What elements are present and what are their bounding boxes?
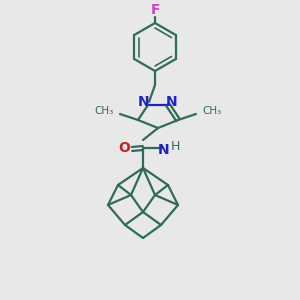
Text: N: N	[138, 95, 150, 109]
Text: N: N	[166, 95, 178, 109]
Text: O: O	[118, 141, 130, 155]
Text: CH₃: CH₃	[202, 106, 221, 116]
Text: H: H	[170, 140, 180, 154]
Text: F: F	[150, 3, 160, 17]
Text: N: N	[158, 143, 170, 157]
Text: CH₃: CH₃	[95, 106, 114, 116]
